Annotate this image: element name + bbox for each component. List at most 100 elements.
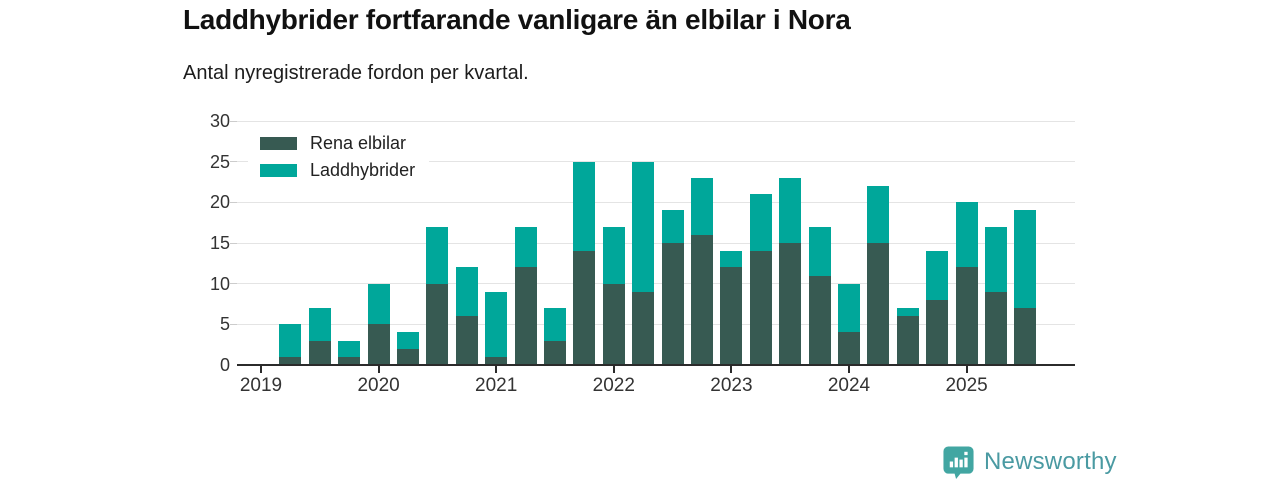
bar-segment-laddhybrider (808, 226, 831, 276)
gridline (237, 201, 1075, 203)
y-axis-tick (230, 242, 237, 244)
x-axis-label: 2024 (827, 375, 871, 396)
bar-segment-rena-elbilar (955, 267, 978, 365)
bar-segment-laddhybrider (985, 226, 1007, 292)
bar-segment-laddhybrider (896, 308, 919, 317)
bar-segment-rena-elbilar (602, 283, 625, 365)
bar-segment-rena-elbilar (573, 251, 596, 365)
bar-segment-laddhybrider (720, 251, 743, 268)
bar-segment-laddhybrider (544, 308, 566, 341)
bar-segment-laddhybrider (749, 194, 772, 252)
bar-segment-rena-elbilar (308, 340, 331, 365)
y-axis-label: 5 (219, 314, 230, 335)
y-axis-tick (230, 120, 237, 122)
y-axis-tick (230, 201, 237, 203)
newsworthy-wordmark: Newsworthy (984, 448, 1117, 475)
y-axis-tick (230, 283, 237, 285)
gridline (237, 323, 1075, 325)
y-axis-tick (230, 323, 237, 325)
page-subtitle: Antal nyregistrerade fordon per kvartal. (183, 62, 529, 84)
bar-segment-laddhybrider (308, 308, 331, 341)
x-axis-tick (965, 366, 968, 373)
y-axis-tick (230, 161, 237, 163)
bar-segment-laddhybrider (279, 324, 302, 357)
bar-segment-laddhybrider (573, 161, 596, 252)
bar-segment-rena-elbilar (455, 316, 478, 365)
x-axis-tick (260, 366, 262, 373)
legend-label: Rena elbilar (310, 133, 407, 153)
legend-label: Laddhybrider (310, 160, 416, 180)
bar-segment-laddhybrider (514, 226, 537, 268)
gridline (237, 283, 1075, 285)
bar-segment-laddhybrider (955, 202, 978, 268)
x-axis-label: 2023 (710, 375, 753, 396)
bar-segment-laddhybrider (1014, 210, 1037, 309)
bar-segment-rena-elbilar (779, 243, 802, 365)
bar-segment-laddhybrider (779, 177, 802, 243)
bar-segment-laddhybrider (867, 186, 890, 243)
x-axis-tick (495, 366, 498, 373)
bar-segment-laddhybrider (691, 177, 713, 235)
x-axis-label: 2019 (239, 375, 283, 396)
y-axis-label: 10 (209, 273, 230, 294)
bar-segment-laddhybrider (455, 267, 478, 317)
bar-segment-rena-elbilar (896, 316, 919, 365)
bar-segment-laddhybrider (426, 226, 449, 284)
bar-segment-rena-elbilar (397, 348, 419, 365)
bar-segment-laddhybrider (397, 332, 419, 349)
bar-segment-laddhybrider (926, 251, 949, 300)
y-axis-label: 25 (209, 151, 230, 172)
bar-segment-laddhybrider (367, 283, 390, 325)
bar-segment-laddhybrider (661, 210, 684, 243)
gridline (237, 242, 1075, 244)
x-axis-label: 2022 (592, 375, 635, 396)
bar-segment-laddhybrider (632, 161, 655, 292)
chart-legend: Rena elbilar Laddhybrider (248, 129, 430, 186)
bar-segment-laddhybrider (602, 226, 625, 284)
bar-segment-rena-elbilar (367, 324, 390, 365)
bar-segment-rena-elbilar (544, 340, 566, 365)
bar-segment-rena-elbilar (985, 291, 1007, 365)
bar-segment-rena-elbilar (485, 356, 508, 365)
bar-segment-rena-elbilar (426, 283, 449, 365)
x-axis-label: 2025 (945, 375, 988, 396)
bar-segment-rena-elbilar (1014, 308, 1037, 365)
bar-segment-laddhybrider (838, 283, 860, 333)
bar-segment-rena-elbilar (279, 356, 302, 365)
newsworthy-logo[interactable]: Newsworthy (942, 445, 1117, 479)
bar-segment-laddhybrider (485, 291, 508, 357)
legend-swatch-rena-elbilar (260, 136, 297, 150)
y-axis-label: 15 (209, 233, 230, 253)
legend-item-laddhybrider: Laddhybrider (260, 160, 415, 180)
bar-segment-rena-elbilar (661, 243, 684, 365)
x-axis-tick (377, 366, 380, 373)
bar-segment-rena-elbilar (838, 332, 860, 365)
x-axis-tick (612, 366, 615, 373)
x-axis-label: 2020 (357, 375, 400, 396)
bar-segment-rena-elbilar (632, 291, 655, 365)
bar-segment-rena-elbilar (867, 243, 890, 365)
bar-segment-laddhybrider (338, 340, 361, 357)
x-axis-tick (848, 366, 850, 373)
bar-segment-rena-elbilar (808, 275, 831, 365)
legend-swatch-laddhybrider (260, 163, 297, 177)
gridline (237, 120, 1075, 122)
legend-item-rena-elbilar: Rena elbilar (260, 133, 415, 153)
page-title: Laddhybrider fortfarande vanligare än el… (183, 4, 851, 35)
bar-segment-rena-elbilar (338, 356, 361, 365)
x-axis-label: 2021 (475, 375, 518, 396)
bar-segment-rena-elbilar (514, 267, 537, 365)
x-axis-tick (730, 366, 733, 373)
newsworthy-bars-badge-icon (943, 446, 974, 479)
bar-segment-rena-elbilar (749, 251, 772, 365)
bar-segment-rena-elbilar (720, 267, 743, 365)
gridline (237, 161, 1075, 163)
y-axis-label: 0 (219, 355, 230, 375)
bar-segment-rena-elbilar (926, 299, 949, 365)
x-axis-line (237, 364, 1075, 366)
bar-segment-rena-elbilar (691, 234, 713, 365)
y-axis-label: 30 (209, 111, 230, 131)
y-axis-label: 20 (209, 192, 230, 213)
